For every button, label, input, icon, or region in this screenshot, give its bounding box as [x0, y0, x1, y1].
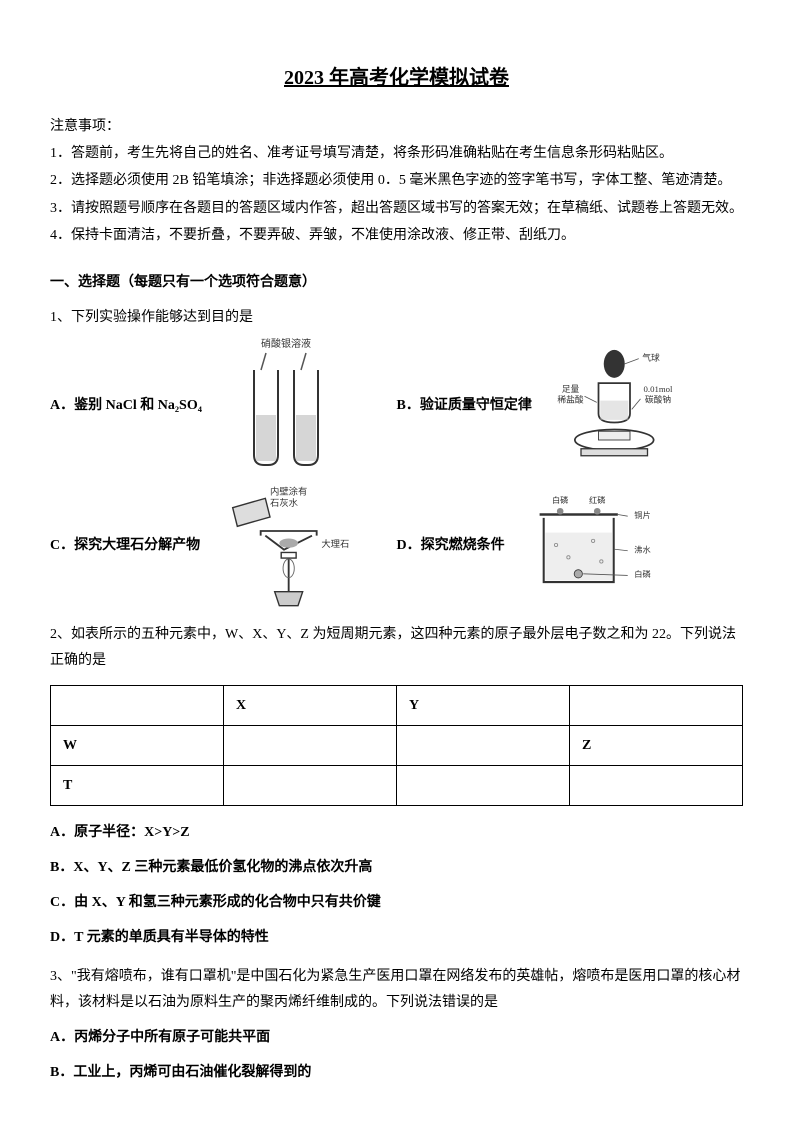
- option-a-label: A．鉴别 NaCl 和 Na₂SO₄: [50, 393, 202, 418]
- notice-item: 3．请按照题号顺序在各题目的答题区域内作答，超出答题区域书写的答案无效；在草稿纸…: [50, 196, 743, 221]
- q1-row-2: C．探究大理石分解产物 内壁涂有 石灰水 大理石 D．探究燃烧条件: [50, 480, 743, 610]
- table-row: T: [51, 765, 743, 805]
- diag-d-copper: 铜片: [634, 510, 650, 520]
- q3-stem: 3、"我有熔喷布，谁有口罩机"是中国石化为紧急生产医用口罩在网络发布的英雄帖，熔…: [50, 964, 743, 1014]
- q2-choice-b: B．X、Y、Z 三种元素最低价氢化物的沸点依次升高: [50, 855, 743, 880]
- diag-c-marble: 大理石: [321, 538, 349, 550]
- cell-y: Y: [397, 685, 570, 725]
- notice-header: 注意事项：: [50, 114, 743, 139]
- diag-d-whitep: 白磷: [552, 495, 568, 505]
- option-d-block: D．探究燃烧条件 白磷 红磷 铜片 沸水 白磷: [397, 480, 744, 610]
- diag-c-lime2: 石灰水: [270, 497, 299, 509]
- option-d-label: D．探究燃烧条件: [397, 533, 505, 558]
- diag-b-balloon: 气球: [642, 352, 660, 363]
- notice-item: 4．保持卡面清洁，不要折叠，不要弄破、弄皱，不准使用涂改液、修正带、刮纸刀。: [50, 223, 743, 248]
- diag-b-acid1: 足量: [562, 384, 580, 394]
- diag-d-redp: 红磷: [589, 495, 605, 505]
- section-header: 一、选择题（每题只有一个选项符合题意）: [50, 270, 743, 295]
- option-c-label: C．探究大理石分解产物: [50, 533, 200, 558]
- q2-stem: 2、如表所示的五种元素中，W、X、Y、Z 为短周期元素，这四种元素的原子最外层电…: [50, 622, 743, 672]
- q2-choice-c: C．由 X、Y 和氢三种元素形成的化合物中只有共价键: [50, 890, 743, 915]
- diag-d-whitep2: 白磷: [634, 569, 650, 579]
- notice-item: 1．答题前，考生先将自己的姓名、准考证号填写清楚，将条形码准确粘贴在考生信息条形…: [50, 141, 743, 166]
- q1-row-1: A．鉴别 NaCl 和 Na₂SO₄ 硝酸银溶液 B．验证质量守恒定律 气球: [50, 340, 743, 470]
- element-table: X Y W Z T: [50, 685, 743, 806]
- question-1: 1、下列实验操作能够达到目的是 A．鉴别 NaCl 和 Na₂SO₄ 硝酸银溶液…: [50, 305, 743, 610]
- diagram-a: 硝酸银溶液: [216, 340, 356, 470]
- q1-stem: 1、下列实验操作能够达到目的是: [50, 305, 743, 330]
- notice-item: 2．选择题必须使用 2B 铅笔填涂；非选择题必须使用 0．5 毫米黑色字迹的签字…: [50, 168, 743, 193]
- diag-d-boiling: 沸水: [634, 545, 651, 555]
- question-2: 2、如表所示的五种元素中，W、X、Y、Z 为短周期元素，这四种元素的原子最外层电…: [50, 622, 743, 950]
- exam-title: 2023 年高考化学模拟试卷: [50, 60, 743, 96]
- table-row: X Y: [51, 685, 743, 725]
- table-row: W Z: [51, 725, 743, 765]
- option-c-block: C．探究大理石分解产物 内壁涂有 石灰水 大理石: [50, 480, 397, 610]
- diag-b-acid2: 稀盐酸: [557, 394, 583, 405]
- diagram-b: 气球 足量 稀盐酸 0.01mol 碳酸钠: [546, 340, 686, 470]
- q3-choice-a: A．丙烯分子中所有原子可能共平面: [50, 1025, 743, 1050]
- cell-t: T: [51, 765, 224, 805]
- diagram-d: 白磷 红磷 铜片 沸水 白磷: [519, 480, 659, 610]
- cell-x: X: [224, 685, 397, 725]
- option-b-label: B．验证质量守恒定律: [397, 393, 532, 418]
- q2-choice-a: A．原子半径：X>Y>Z: [50, 820, 743, 845]
- diag-b-na1: 0.01mol: [643, 384, 672, 394]
- cell-z: Z: [570, 725, 743, 765]
- diag-a-top-label: 硝酸银溶液: [261, 337, 311, 350]
- question-3: 3、"我有熔喷布，谁有口罩机"是中国石化为紧急生产医用口罩在网络发布的英雄帖，熔…: [50, 964, 743, 1085]
- option-b-block: B．验证质量守恒定律 气球 足量 稀盐酸 0.01mol 碳酸钠: [397, 340, 744, 470]
- q3-choice-b: B．工业上，丙烯可由石油催化裂解得到的: [50, 1060, 743, 1085]
- diag-b-na2: 碳酸钠: [645, 394, 671, 405]
- q2-choice-d: D．T 元素的单质具有半导体的特性: [50, 925, 743, 950]
- diagram-c: 内壁涂有 石灰水 大理石: [214, 480, 354, 610]
- diag-c-lime1: 内壁涂有: [270, 486, 307, 498]
- option-a-block: A．鉴别 NaCl 和 Na₂SO₄ 硝酸银溶液: [50, 340, 397, 470]
- cell-w: W: [51, 725, 224, 765]
